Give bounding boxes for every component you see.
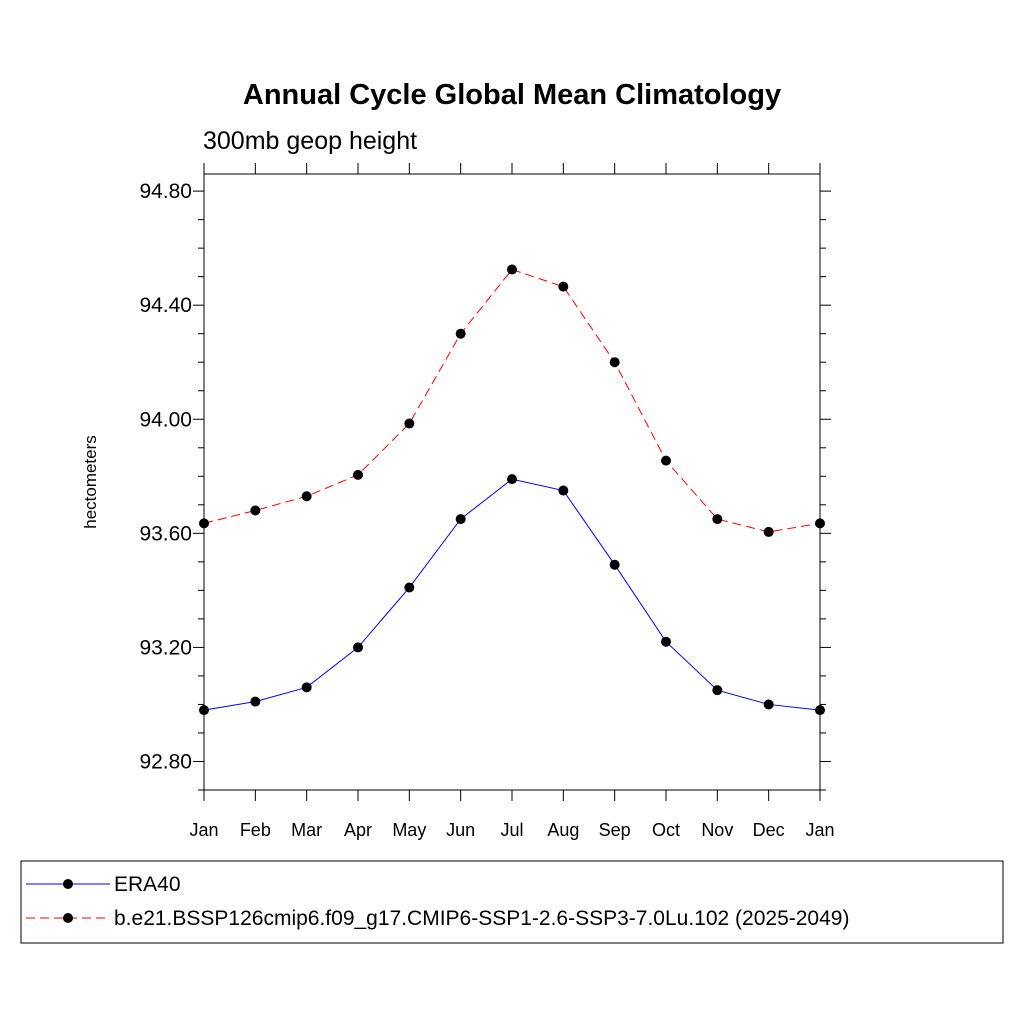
series-2-point <box>815 518 825 529</box>
series-1-point <box>404 582 415 593</box>
x-tick-label: Aug <box>547 820 579 840</box>
y-tick-label: 94.40 <box>139 294 192 317</box>
series-1-point <box>763 699 774 710</box>
x-tick-label: Jan <box>805 820 834 840</box>
x-tick-label: Apr <box>344 820 372 840</box>
x-tick-label: Jul <box>500 820 523 840</box>
chart-subtitle: 300mb geop height <box>203 127 417 155</box>
series-1-point <box>661 636 671 647</box>
series-line-2 <box>203 268 821 533</box>
x-tick-label: Jan <box>189 820 218 840</box>
series-2-point <box>250 505 261 516</box>
series-1-point <box>507 474 517 485</box>
series-2-point <box>404 418 415 429</box>
series-2-point <box>712 514 723 525</box>
y-tick-label: 94.00 <box>139 408 192 431</box>
series-1-point <box>815 705 825 716</box>
y-axis-label: hectometers <box>81 435 100 529</box>
axis-ticks <box>193 163 831 801</box>
x-tick-label: Nov <box>701 820 733 840</box>
y-tick-labels: 92.80 93.20 93.60 94.00 94.40 94.80 <box>139 180 192 773</box>
legend-marker-2 <box>63 913 73 923</box>
series-2-point <box>199 518 209 529</box>
legend-label-2: b.e21.BSSP126cmip6.f09_g17.CMIP6-SSP1-2.… <box>114 907 849 930</box>
series-1-point <box>353 642 363 653</box>
x-tick-label: May <box>392 820 426 840</box>
y-tick-label: 93.60 <box>139 522 192 545</box>
series-2-point <box>507 264 517 275</box>
x-tick-label: Mar <box>291 820 322 840</box>
y-tick-label: 93.20 <box>139 636 192 659</box>
x-tick-label: Jun <box>446 820 475 840</box>
x-tick-label: Dec <box>753 820 785 840</box>
series-2-point <box>353 469 363 480</box>
series-1-point <box>250 696 261 707</box>
series-layer <box>199 264 825 716</box>
series-1-point <box>712 685 723 696</box>
series-1-point <box>301 682 312 693</box>
legend-marker-1 <box>63 879 73 889</box>
y-tick-label: 92.80 <box>139 750 192 773</box>
series-2-point <box>455 328 466 339</box>
series-1-point <box>558 485 569 496</box>
series-1-point <box>609 559 620 570</box>
series-1-point <box>455 514 466 525</box>
x-tick-label: Sep <box>599 820 631 840</box>
x-tick-label: Oct <box>652 820 680 840</box>
series-2-point <box>763 526 774 537</box>
legend-box <box>20 860 1004 944</box>
series-line-1 <box>203 478 821 711</box>
x-tick-label: Feb <box>240 820 271 840</box>
series-1-point <box>199 705 209 716</box>
series-2-point <box>609 357 620 368</box>
x-tick-labels: Jan Feb Mar Apr May Jun Jul Aug Sep Oct Nov Dec Jan <box>189 820 834 840</box>
legend: ERA40 b.e21.BSSP126cmip6.f09_g17.CMIP6-SS… <box>26 873 849 930</box>
legend-label-1: ERA40 <box>114 873 181 896</box>
series-2-point <box>301 491 312 502</box>
y-tick-label: 94.80 <box>139 180 192 203</box>
series-2-point <box>558 281 569 292</box>
chart-title: Annual Cycle Global Mean Climatology <box>243 79 781 111</box>
series-2-point <box>661 455 671 466</box>
